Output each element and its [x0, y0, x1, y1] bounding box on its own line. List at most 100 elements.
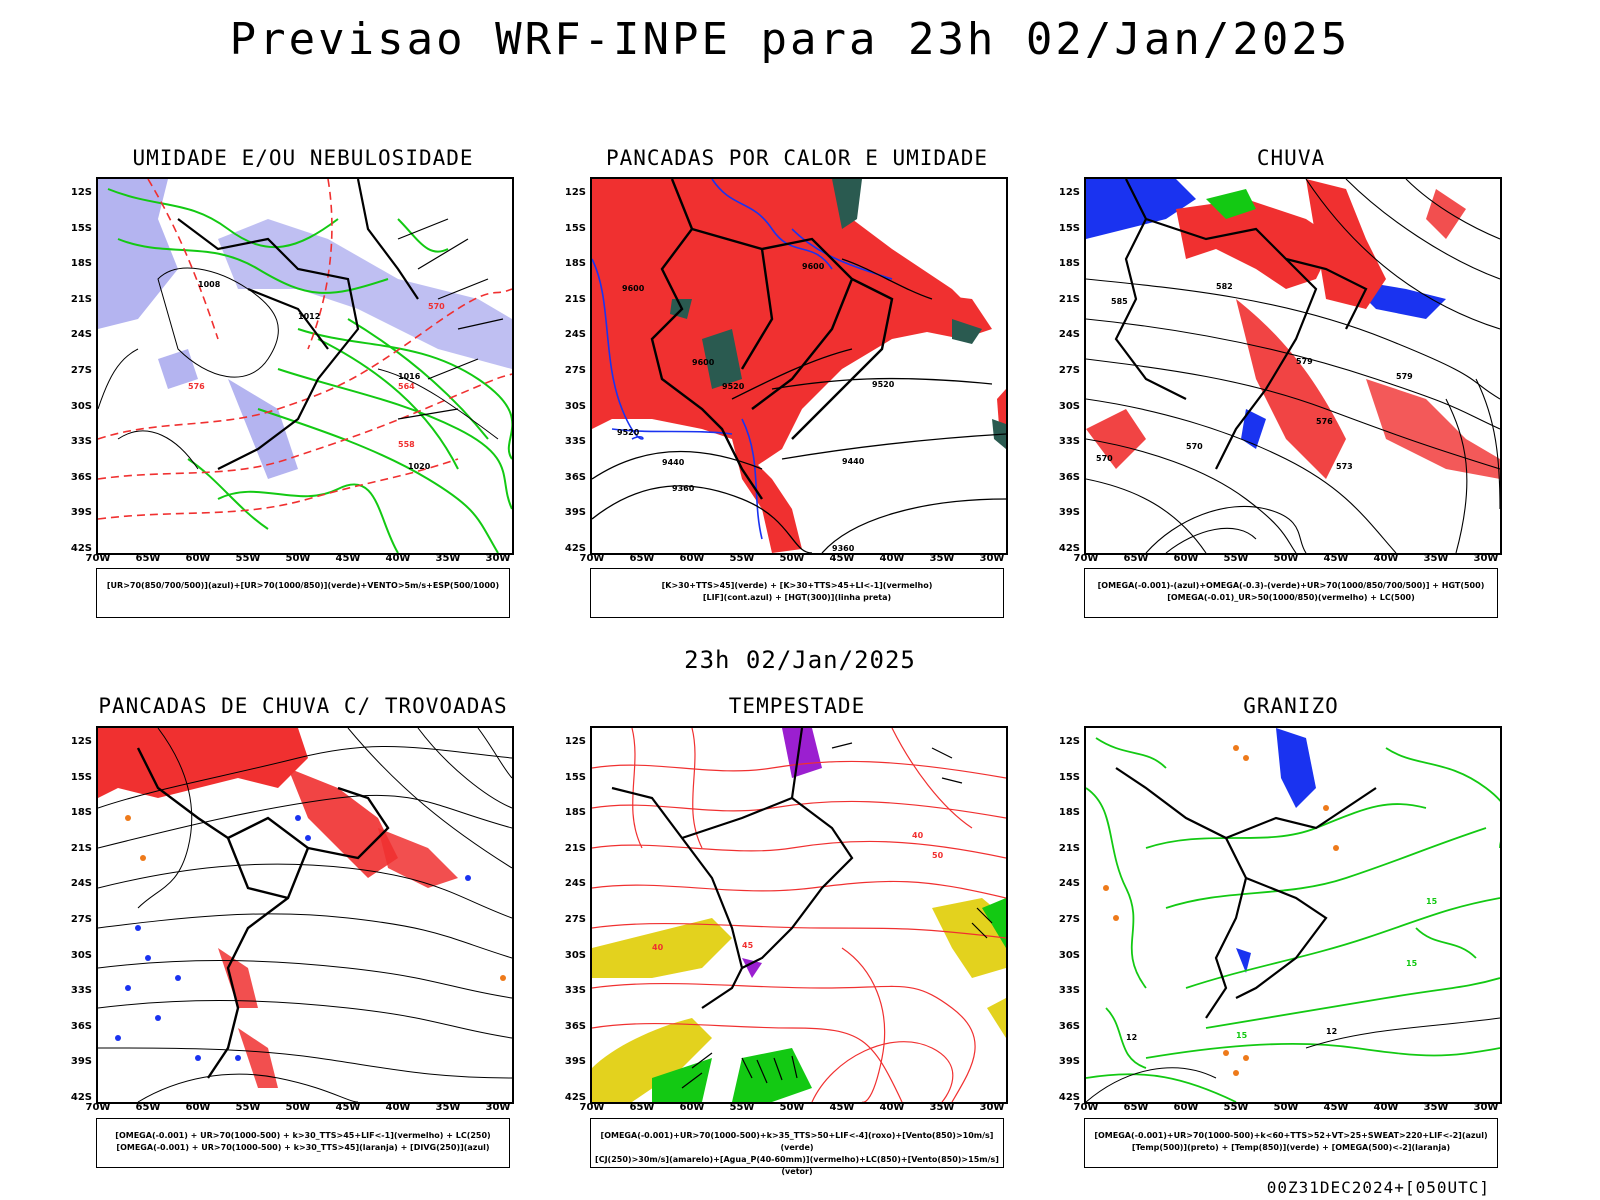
latitude-tick-label: 42S [70, 543, 92, 554]
label-hgt500: 573 [1336, 462, 1353, 471]
latitude-tick-label: 27S [564, 914, 586, 925]
longitude-tick-label: 70W [1073, 1102, 1099, 1113]
label-hgt300: 9520 [722, 382, 745, 391]
longitude-tick-label: 70W [85, 1102, 111, 1113]
latitude-tick-label: 36S [564, 471, 586, 483]
label-hgt300: 9600 [622, 284, 645, 293]
valid-time-title: 23h 02/Jan/2025 [684, 646, 916, 674]
legend-granizo: [OMEGA(-0.001)+UR>70(1000-500)+k<60+TTS>… [1084, 1118, 1498, 1168]
longitude-tick-label: 65W [629, 1102, 655, 1113]
map-pancadas-calor: 9600 9600 9600 9520 9520 9520 9440 9440 … [590, 177, 1008, 555]
map-granizo: 12 12 15 15 15 [1084, 726, 1502, 1104]
legend-line: [OMEGA(-0.001) + UR>70(1000-500) + k>30_… [115, 1131, 491, 1140]
latitude-tick-label: 42S [564, 543, 586, 554]
longitude-tick-label: 50W [779, 553, 805, 564]
latitude-tick-label: 30S [1058, 949, 1080, 961]
label-hgt500: 582 [1216, 282, 1233, 291]
longitude-tick-label: 50W [285, 553, 311, 564]
panel-title-trovoadas: PANCADAS DE CHUVA C/ TROVOADAS [98, 694, 508, 718]
latitude-tick-label: 24S [70, 878, 92, 890]
label-temp500: 12 [1126, 1033, 1137, 1042]
latitude-tick-label: 30S [564, 400, 586, 412]
longitude-tick-label: 30W [1473, 553, 1499, 564]
panel-title-umidade: UMIDADE E/OU NEBULOSIDADE [132, 146, 474, 170]
map-trovoadas [96, 726, 514, 1104]
latitude-tick-label: 39S [70, 1056, 92, 1068]
latitude-tick-label: 39S [564, 1056, 586, 1068]
latitude-tick-label: 30S [70, 400, 92, 412]
label-temp850: 15 [1426, 897, 1438, 906]
label-hgt300: 9440 [842, 457, 865, 466]
longitude-tick-label: 60W [1173, 1102, 1199, 1113]
longitude-tick-label: 60W [679, 553, 705, 564]
latitude-tick-label: 12S [1058, 736, 1080, 747]
longitude-tick-label: 60W [679, 1102, 705, 1113]
legend-line: [OMEGA(-0.001)+UR>70(1000-500)+k<60+TTS>… [1094, 1131, 1488, 1140]
latitude-tick-label: 21S [1058, 293, 1080, 305]
label-agua-precipitavel: 50 [932, 851, 944, 860]
label-agua-precipitavel: 40 [652, 943, 664, 952]
longitude-tick-label: 50W [779, 1102, 805, 1113]
latitude-tick-label: 39S [70, 507, 92, 519]
legend-line: [UR>70(850/700/500)](azul)+[UR>70(1000/8… [106, 581, 500, 590]
latitude-tick-label: 15S [70, 222, 92, 234]
map-tempestade: 40 40 50 45 [590, 726, 1008, 1104]
longitude-tick-label: 30W [979, 1102, 1005, 1113]
longitude-tick-label: 60W [185, 553, 211, 564]
label-hgt300: 9600 [692, 358, 715, 367]
latitude-tick-label: 18S [564, 258, 586, 270]
latitude-tick-label: 24S [564, 878, 586, 890]
label-hgt300: 9440 [662, 458, 685, 467]
latitude-tick-label: 24S [1058, 878, 1080, 890]
main-title: Previsao WRF-INPE para 23h 02/Jan/2025 [229, 14, 1351, 65]
latitude-tick-label: 33S [1058, 985, 1080, 997]
longitude-tick-label: 55W [729, 553, 755, 564]
longitude-tick-label: 50W [1273, 1102, 1299, 1113]
label-hgt500: 579 [1396, 372, 1413, 381]
legend-line: [Temp(500)](preto) + [Temp(850)](verde) … [1131, 1143, 1451, 1152]
latitude-tick-label: 33S [564, 436, 586, 448]
longitude-tick-label: 65W [135, 553, 161, 564]
legend-pancadas-calor: [K>30+TTS>45](verde) + [K>30+TTS>45+LI<-… [590, 568, 1004, 618]
label-isobar: 1020 [408, 462, 431, 471]
latitude-tick-label: 15S [1058, 222, 1080, 234]
latitude-tick-label: 21S [70, 842, 92, 854]
longitude-tick-label: 40W [1373, 553, 1399, 564]
longitude-tick-label: 55W [235, 1102, 261, 1113]
label-isobar: 1008 [198, 280, 221, 289]
legend-chuva: [OMEGA(-0.001)-(azul)+OMEGA(-0.3)-(verde… [1084, 568, 1498, 618]
latitude-tick-label: 27S [1058, 914, 1080, 925]
latitude-tick-label: 12S [564, 736, 586, 747]
longitude-tick-label: 55W [1223, 1102, 1249, 1113]
latitude-tick-label: 21S [564, 842, 586, 854]
latitude-tick-label: 18S [70, 258, 92, 270]
longitude-tick-label: 35W [1423, 1102, 1449, 1113]
latitude-tick-label: 39S [564, 507, 586, 519]
latitude-tick-label: 18S [1058, 807, 1080, 819]
longitude-tick-label: 65W [1123, 553, 1149, 564]
longitude-tick-label: 30W [485, 1102, 511, 1113]
legend-line: [OMEGA(-0.001) + UR>70(1000-500) + k>30_… [116, 1143, 490, 1152]
longitude-tick-label: 40W [879, 553, 905, 564]
longitude-tick-label: 30W [485, 553, 511, 564]
latitude-tick-label: 42S [564, 1092, 586, 1103]
longitude-tick-label: 55W [235, 553, 261, 564]
label-hgt500: 585 [1111, 297, 1128, 306]
latitude-tick-label: 15S [564, 771, 586, 783]
label-isobar: 1012 [298, 312, 320, 321]
latitude-tick-label: 21S [564, 293, 586, 305]
longitude-tick-label: 30W [1473, 1102, 1499, 1113]
label-thickness: 570 [428, 302, 445, 311]
latitude-tick-label: 36S [1058, 1020, 1080, 1032]
longitude-tick-label: 60W [1173, 553, 1199, 564]
latitude-tick-label: 27S [1058, 365, 1080, 376]
latitude-tick-label: 42S [1058, 1092, 1080, 1103]
map-chuva: 585 582 579 579 576 573 570 570 [1084, 177, 1502, 555]
latitude-tick-label: 27S [70, 365, 92, 376]
map-umidade: 1008 1012 1016 1020 576 570 564 558 [96, 177, 514, 555]
latitude-tick-label: 30S [564, 949, 586, 961]
latitude-tick-label: 33S [564, 985, 586, 997]
label-hgt300: 9520 [872, 380, 895, 389]
latitude-tick-label: 18S [564, 807, 586, 819]
latitude-tick-label: 12S [70, 187, 92, 198]
